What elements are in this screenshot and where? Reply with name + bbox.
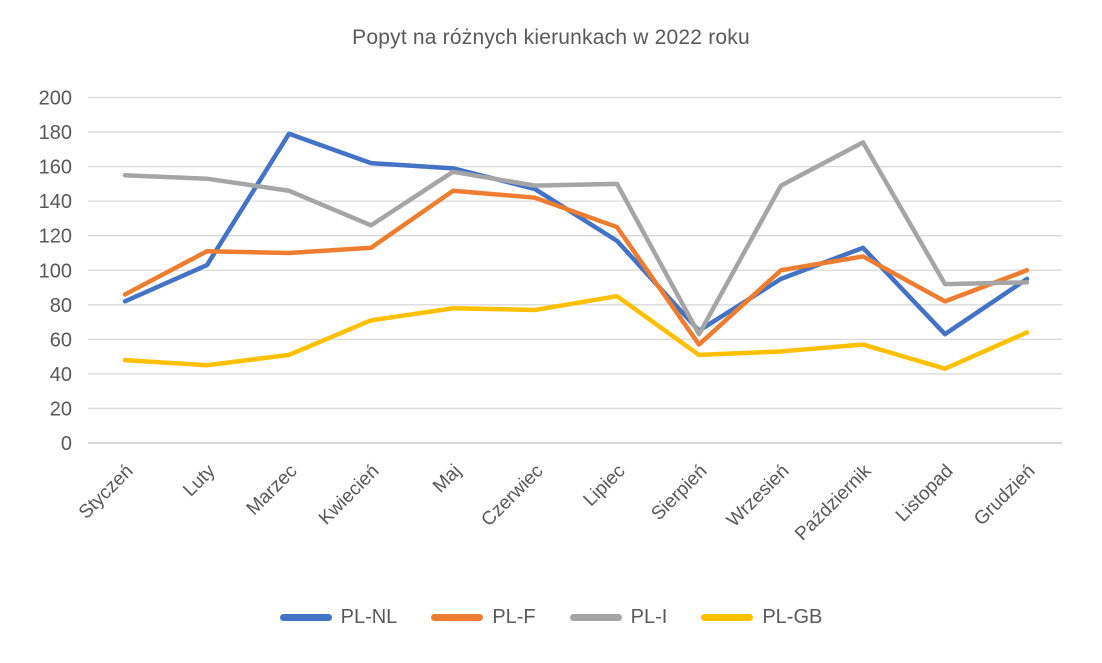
legend-swatch-PL-I xyxy=(569,614,622,621)
y-axis-label: 180 xyxy=(39,122,72,144)
x-axis-label: Kwiecień xyxy=(315,461,384,530)
y-axis-label: 80 xyxy=(50,295,72,317)
legend-swatch-PL-F xyxy=(431,614,484,621)
x-axis-label: Lipiec xyxy=(580,461,630,511)
legend-swatch-PL-NL xyxy=(279,614,332,621)
y-axis-label: 100 xyxy=(39,260,72,282)
x-axis-label: Luty xyxy=(179,460,220,501)
x-axis-label: Styczeń xyxy=(75,461,138,524)
y-axis-label: 140 xyxy=(39,191,72,213)
legend-item-PL-I: PL-I xyxy=(569,606,668,629)
x-axis-label: Sierpień xyxy=(647,461,711,525)
legend-label: PL-F xyxy=(492,606,536,628)
x-axis-label: Maj xyxy=(429,461,466,498)
series-line-PL-I xyxy=(122,140,1030,337)
series-line-PL-F xyxy=(122,188,1030,347)
legend-item-PL-NL: PL-NL xyxy=(279,606,398,629)
legend-item-PL-GB: PL-GB xyxy=(701,606,822,629)
x-axis-label: Wrzesień xyxy=(723,461,794,532)
x-axis-label: Październik xyxy=(791,460,876,545)
chart-title: Popyt na różnych kierunkach w 2022 roku xyxy=(352,26,750,49)
y-axis-label: 200 xyxy=(39,88,72,110)
legend-label: PL-GB xyxy=(762,606,823,628)
legend-label: PL-I xyxy=(630,606,668,628)
legend-item-PL-F: PL-F xyxy=(431,606,536,629)
series-line-PL-GB xyxy=(122,293,1030,371)
y-axis-label: 60 xyxy=(50,329,72,351)
legend-swatch-PL-GB xyxy=(701,614,754,621)
legend: PL-NL PL-F PL-I PL-GB xyxy=(0,606,1102,629)
y-axis-label: 120 xyxy=(39,226,72,248)
x-axis-label: Marzec xyxy=(243,461,302,520)
x-axis-label: Listopad xyxy=(892,461,958,527)
legend-label: PL-NL xyxy=(340,606,398,628)
x-axis-label: Czerwiec xyxy=(477,461,547,531)
y-axis-label: 40 xyxy=(50,364,72,386)
y-axis-label: 160 xyxy=(39,157,72,179)
x-axis-label: Grudzień xyxy=(970,461,1039,530)
y-axis-label: 0 xyxy=(61,433,72,455)
y-axis-label: 20 xyxy=(50,398,72,420)
